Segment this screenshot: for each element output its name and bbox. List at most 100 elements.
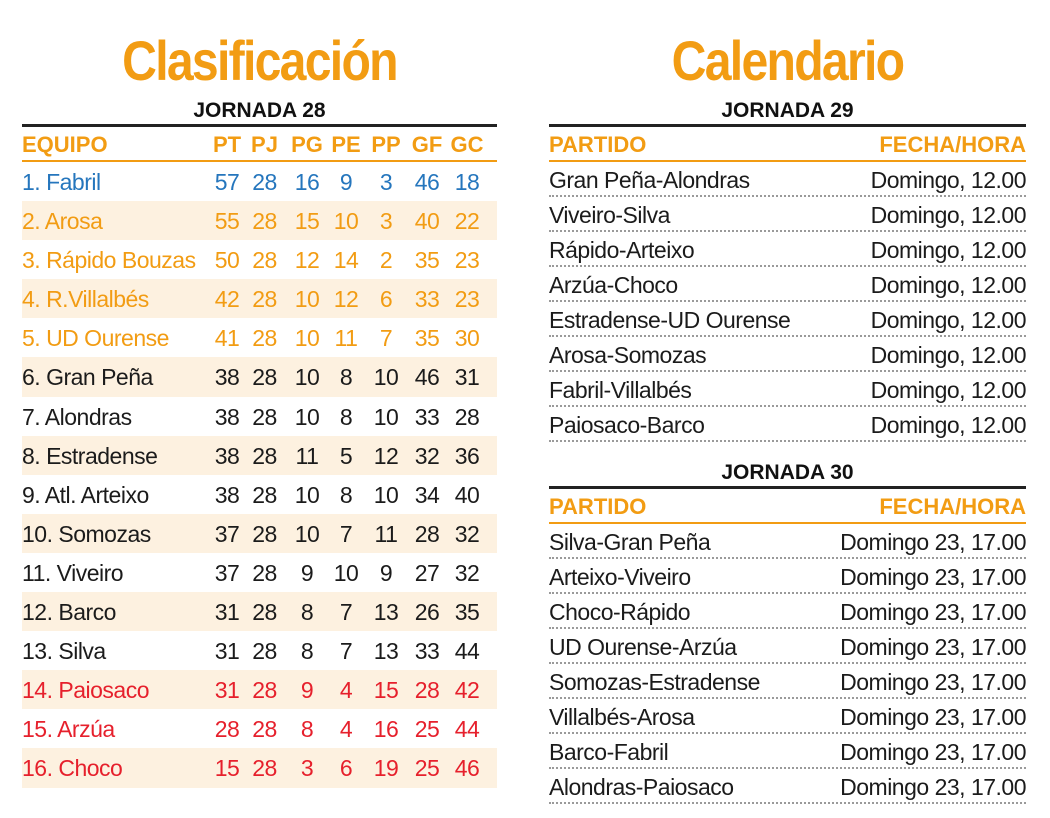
stat-pt: 37 [214,520,240,547]
stat-pg: 12 [294,247,320,274]
team-name: 8. Estradense [22,442,158,469]
team-name: 14. Paiosaco [22,677,149,704]
stat-pe: 9 [339,169,353,195]
standings-body: 1. Fabril 57 28 16 9 3 46 18 2. Arosa 55 28 15 10 3 40… [22,162,497,788]
match-date: Domingo, 12.00 [870,307,1027,333]
stat-pg: 11 [295,442,319,469]
stat-gf: 25 [414,716,440,743]
match-teams: Rápido-Arteixo [549,237,695,263]
stat-pt: 55 [214,208,240,235]
stat-pj: 28 [252,403,277,430]
table-row: 15. Arzúa 28 28 8 4 16 25 44 [22,709,497,748]
stat-pe: 11 [334,325,358,352]
match-date: Domingo 23, 17.00 [840,634,1026,660]
stat-pp: 13 [373,599,399,626]
match-teams: UD Ourense-Arzúa [549,634,737,660]
stat-pg: 3 [300,755,314,782]
match-teams: Arosa-Somozas [549,342,707,368]
stat-pp: 19 [373,755,399,782]
stat-pe: 7 [339,520,353,547]
stat-pt: 41 [214,325,240,352]
match-date: Domingo, 12.00 [870,202,1027,228]
standings-header: EQUIPO PT PJ PG PE PP GF GC [22,127,497,162]
team-name: 6. Gran Peña [22,364,153,391]
stat-pe: 8 [339,481,353,508]
stat-pg: 9 [300,677,314,704]
stat-pj: 28 [252,325,277,352]
table-row: 16. Choco 15 28 3 6 19 25 46 [22,748,497,788]
stat-pp: 10 [373,403,399,430]
team-name: 7. Alondras [22,403,132,430]
stat-gc: 35 [454,599,480,626]
stat-pe: 8 [339,403,353,430]
team-name: 3. Rápido Bouzas [22,247,196,274]
team-name: 15. Arzúa [22,716,115,743]
list-item: Alondras-Paiosaco Domingo 23, 17.00 [549,771,1026,804]
stat-pt: 38 [214,403,240,430]
stat-pg: 10 [294,403,320,430]
stat-pt: 38 [214,442,240,469]
jornada-29-matches: Gran Peña-Alondras Domingo, 12.00 Viveiro-… [549,164,1027,442]
header-pp: PP [371,132,401,157]
match-date: Domingo, 12.00 [870,272,1027,298]
stat-pt: 42 [214,286,240,313]
table-row: 1. Fabril 57 28 16 9 3 46 18 [22,162,497,201]
stat-gf: 33 [414,403,440,430]
jornada-30-block: JORNADA 30 PARTIDO FECHA/HORA Silva-Gran… [549,460,1026,804]
stat-gc: 32 [454,559,480,586]
stat-pt: 31 [214,677,240,704]
match-date: Domingo 23, 17.00 [840,669,1026,695]
header-partido: PARTIDO [549,494,647,519]
stat-pj: 28 [252,677,277,704]
team-name: 9. Atl. Arteixo [22,481,149,508]
stat-pt: 31 [214,638,240,665]
stat-pe: 6 [339,755,353,782]
stat-pp: 10 [373,364,399,391]
team-name: 1. Fabril [22,169,101,195]
stat-gc: 40 [454,481,480,508]
match-date: Domingo, 12.00 [870,342,1027,368]
match-date: Domingo 23, 17.00 [840,704,1026,730]
header-gf: GF [411,132,443,157]
table-row: 2. Arosa 55 28 15 10 3 40 22 [22,201,497,241]
stat-pp: 3 [379,208,393,235]
table-row: 14. Paiosaco 31 28 9 4 15 28 42 [22,670,497,710]
clasificacion-section: Clasificación JORNADA 28 EQUIPO PT PJ PG… [22,0,497,788]
stat-pj: 28 [252,559,277,586]
calendario-section: Calendario JORNADA 29 PARTIDO FECHA/HORA… [549,0,1027,804]
stat-pt: 38 [214,364,240,391]
stat-pg: 9 [300,559,314,586]
list-item: UD Ourense-Arzúa Domingo 23, 17.00 [549,631,1026,664]
stat-gc: 22 [454,208,480,235]
stat-pp: 10 [373,481,399,508]
stat-pe: 5 [339,442,353,469]
stat-gf: 32 [414,442,440,469]
stat-gf: 33 [414,638,440,665]
team-name: 11. Viveiro [22,559,124,586]
stat-pt: 57 [214,169,240,195]
stat-gf: 33 [414,286,440,313]
stat-pj: 28 [252,442,277,469]
stat-pg: 10 [294,325,320,352]
stat-pj: 28 [252,169,277,195]
stat-pg: 8 [300,638,314,665]
stat-pe: 4 [339,677,353,704]
list-item: Silva-Gran Peña Domingo 23, 17.00 [549,526,1026,559]
match-teams: Villalbés-Arosa [549,704,695,730]
header-fecha: FECHA/HORA [879,132,1026,157]
stat-gf: 25 [414,755,440,782]
stat-pt: 28 [214,716,240,743]
stat-pj: 28 [252,286,277,313]
match-teams: Gran Peña-Alondras [549,167,750,193]
stat-pg: 8 [300,716,314,743]
table-row: 7. Alondras 38 28 10 8 10 33 28 [22,397,497,436]
team-name: 13. Silva [22,638,106,665]
match-teams: Silva-Gran Peña [549,529,711,555]
table-row: 6. Gran Peña 38 28 10 8 10 46 31 [22,357,497,397]
stat-pe: 10 [333,559,359,586]
list-item: Arosa-Somozas Domingo, 12.00 [549,339,1027,372]
stat-pp: 2 [379,247,393,274]
stat-pe: 7 [339,599,353,626]
match-teams: Estradense-UD Ourense [549,307,791,333]
list-item: Gran Peña-Alondras Domingo, 12.00 [549,164,1027,197]
